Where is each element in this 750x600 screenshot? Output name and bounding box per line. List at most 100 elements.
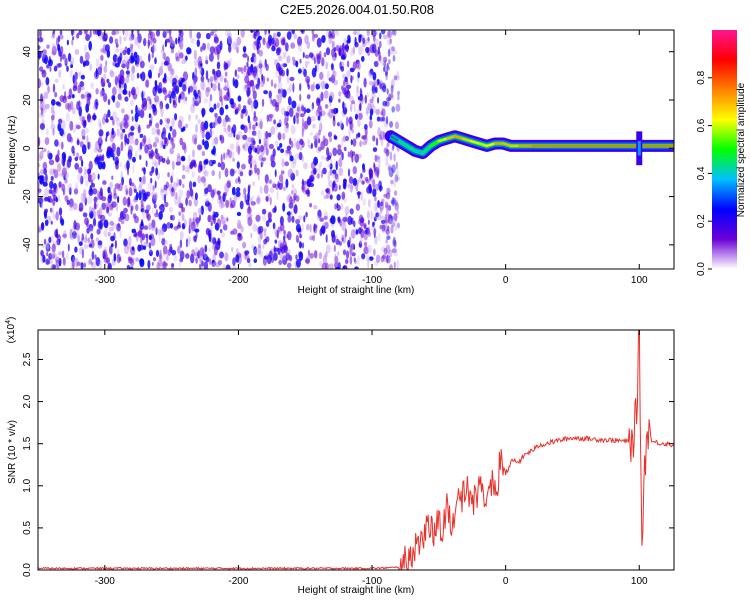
noise-speckle [76, 101, 80, 111]
noise-speckle [317, 98, 321, 104]
noise-speckle [272, 32, 277, 40]
noise-speckle [103, 113, 107, 121]
noise-speckle [176, 182, 179, 187]
noise-speckle [374, 86, 378, 94]
noise-speckle [372, 72, 377, 81]
noise-speckle [131, 30, 134, 34]
noise-speckle [69, 205, 74, 211]
noise-speckle [39, 123, 46, 130]
noise-speckle [224, 83, 227, 92]
noise-speckle [123, 238, 128, 247]
noise-speckle [41, 49, 47, 56]
noise-speckle [83, 193, 87, 202]
noise-speckle [396, 90, 401, 96]
noise-speckle [192, 149, 195, 158]
noise-speckle [306, 187, 310, 198]
noise-speckle [95, 161, 98, 167]
noise-speckle [83, 237, 88, 244]
noise-speckle [74, 162, 79, 170]
noise-speckle [389, 151, 393, 161]
noise-speckle [64, 195, 69, 202]
noise-speckle [72, 256, 77, 262]
noise-speckle [386, 254, 389, 264]
noise-speckle [177, 245, 181, 254]
noise-speckle [195, 257, 199, 264]
noise-speckle [283, 110, 287, 118]
noise-speckle [246, 87, 251, 97]
noise-speckle [225, 114, 229, 123]
noise-speckle [148, 249, 153, 257]
noise-speckle [213, 74, 217, 82]
noise-speckle [232, 41, 238, 50]
noise-speckle [121, 63, 126, 69]
noise-speckle [295, 60, 299, 68]
noise-speckle [318, 50, 322, 60]
noise-speckle [120, 123, 123, 131]
noise-speckle [128, 177, 132, 186]
noise-speckle [245, 137, 250, 147]
noise-speckle [253, 247, 259, 256]
noise-speckle [270, 79, 274, 87]
noise-speckle [130, 72, 135, 82]
noise-speckle [234, 79, 239, 89]
noise-speckle [163, 52, 166, 61]
noise-speckle [109, 136, 114, 143]
ridge-segment [389, 135, 400, 143]
noise-speckle [120, 131, 124, 140]
noise-speckle [295, 219, 301, 225]
noise-speckle [381, 108, 386, 118]
noise-speckle [99, 89, 105, 96]
noise-speckle [121, 176, 124, 186]
noise-speckle [51, 207, 55, 216]
noise-speckle [217, 115, 222, 125]
colorbar-tick-label: 0.6 [696, 118, 707, 132]
noise-speckle [187, 154, 191, 164]
noise-speckle [348, 236, 352, 244]
noise-speckle [390, 92, 394, 99]
noise-speckle [295, 112, 300, 118]
noise-speckle [190, 37, 196, 44]
noise-speckle [311, 102, 315, 110]
noise-speckle [189, 188, 194, 197]
noise-speckle [117, 185, 120, 191]
noise-speckle [220, 153, 223, 163]
noise-speckle [385, 255, 391, 264]
noise-speckle [46, 251, 49, 257]
noise-speckle [119, 121, 124, 129]
noise-speckle [252, 124, 256, 131]
noise-speckle [373, 248, 376, 256]
noise-speckle [84, 60, 90, 66]
noise-speckle [283, 235, 286, 242]
noise-speckle [295, 234, 299, 243]
noise-speckle [351, 252, 356, 257]
noise-speckle [175, 85, 180, 94]
noise-speckle [348, 176, 354, 184]
noise-speckle [247, 145, 253, 155]
noise-speckle [52, 83, 56, 93]
noise-speckle [87, 141, 90, 150]
noise-speckle [151, 219, 156, 228]
noise-speckle [77, 84, 82, 94]
noise-speckle [363, 246, 369, 255]
noise-speckle [88, 228, 94, 233]
noise-speckle [66, 133, 72, 143]
noise-speckle [172, 77, 178, 85]
noise-speckle [389, 38, 392, 45]
noise-speckle [372, 178, 376, 189]
noise-speckle [86, 135, 89, 145]
noise-speckle [56, 238, 61, 246]
noise-speckle [311, 67, 317, 78]
noise-speckle [265, 147, 269, 156]
spectrogram-y-axis-label: Frequency (Hz) [7, 116, 18, 185]
noise-speckle [309, 203, 313, 208]
noise-speckle [95, 237, 100, 242]
scale-close: ) [6, 317, 17, 320]
noise-speckle [38, 155, 43, 161]
noise-speckle [372, 30, 377, 37]
noise-speckle [39, 112, 42, 119]
noise-speckle [103, 219, 109, 229]
noise-speckle [366, 250, 369, 260]
noise-speckle [155, 167, 159, 176]
noise-speckle [182, 126, 186, 132]
noise-speckle [385, 100, 390, 107]
